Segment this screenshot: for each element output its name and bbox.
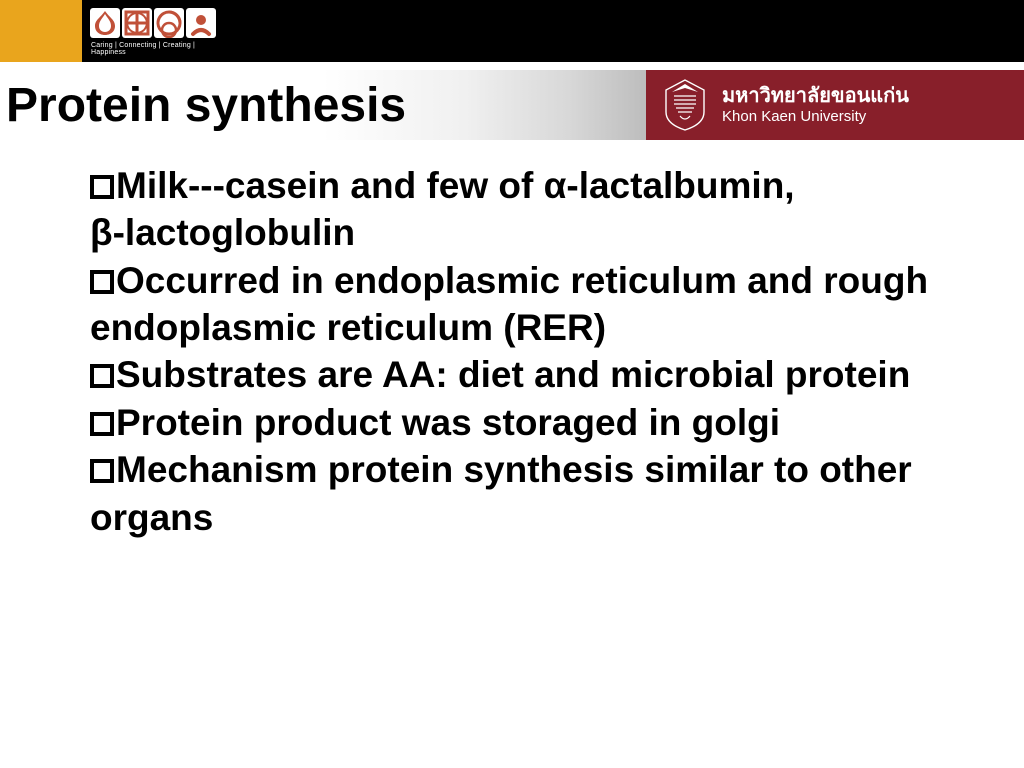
slide: Caring | Connecting | Creating | Happine… bbox=[0, 0, 1024, 768]
logo-tiles-row bbox=[90, 8, 218, 38]
bullet-item: Mechanism protein synthesis similar to o… bbox=[90, 446, 984, 541]
bullet-text: Milk---casein and few of bbox=[116, 165, 544, 206]
logo-tile-icon bbox=[122, 8, 152, 38]
bullet-item: Protein product was storaged in golgi bbox=[90, 399, 984, 446]
university-name-thai: มหาวิทยาลัยขอนแก่น bbox=[722, 84, 909, 108]
bullet-text: -lactoglobulin bbox=[113, 212, 356, 253]
greek-alpha: α bbox=[544, 165, 567, 206]
orange-accent-block bbox=[0, 0, 82, 62]
university-plate: มหาวิทยาลัยขอนแก่น Khon Kaen University bbox=[646, 70, 1024, 140]
title-band: Protein synthesis มหาวิทยาลัยขอนแก่น Kho… bbox=[0, 70, 1024, 140]
university-crest-icon bbox=[660, 78, 710, 132]
bullet-text: Substrates are AA: diet and microbial pr… bbox=[116, 354, 910, 395]
university-text: มหาวิทยาลัยขอนแก่น Khon Kaen University bbox=[722, 84, 909, 126]
bullet-item: Milk---casein and few of α-lactalbumin, … bbox=[90, 162, 984, 257]
title-area: Protein synthesis bbox=[0, 70, 646, 140]
top-bar: Caring | Connecting | Creating | Happine… bbox=[0, 0, 1024, 62]
bullet-marker-icon bbox=[90, 459, 114, 483]
logo-tagline: Caring | Connecting | Creating | Happine… bbox=[90, 40, 218, 56]
bullet-marker-icon bbox=[90, 412, 114, 436]
university-name-english: Khon Kaen University bbox=[722, 108, 909, 126]
slide-title: Protein synthesis bbox=[6, 78, 406, 133]
content-body: Milk---casein and few of α-lactalbumin, … bbox=[90, 162, 984, 541]
bullet-marker-icon bbox=[90, 270, 114, 294]
bullet-item: Occurred in endoplasmic reticulum and ro… bbox=[90, 257, 984, 352]
greek-beta: β bbox=[90, 212, 113, 253]
logo-tiles: Caring | Connecting | Creating | Happine… bbox=[90, 8, 218, 60]
bullet-marker-icon bbox=[90, 175, 114, 199]
bullet-text: Occurred in endoplasmic reticulum and ro… bbox=[90, 260, 928, 348]
bullet-marker-icon bbox=[90, 364, 114, 388]
logo-tile-icon bbox=[154, 8, 184, 38]
logo-tile-icon bbox=[90, 8, 120, 38]
bullet-text: -lactalbumin, bbox=[566, 165, 794, 206]
logo-tile-icon bbox=[186, 8, 216, 38]
bullet-text: Protein product was storaged in golgi bbox=[116, 402, 780, 443]
bullet-item: Substrates are AA: diet and microbial pr… bbox=[90, 351, 984, 398]
bullet-text: Mechanism protein synthesis similar to o… bbox=[90, 449, 912, 537]
